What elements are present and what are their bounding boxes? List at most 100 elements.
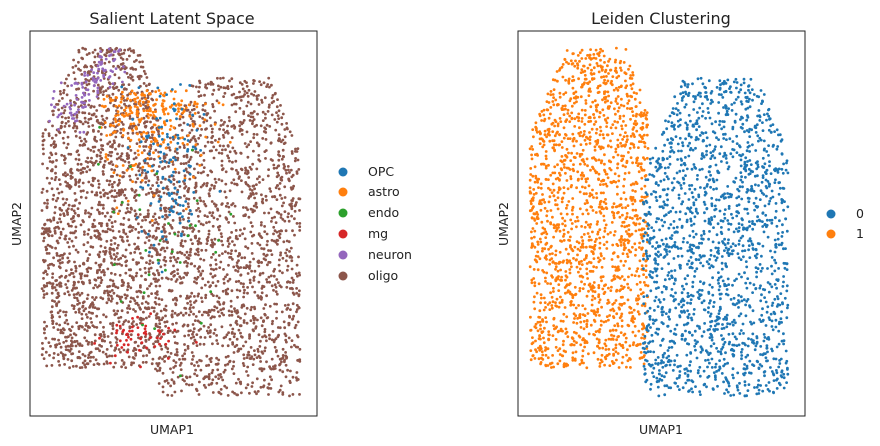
data-point-oligo: [74, 310, 78, 314]
data-point-oligo: [288, 255, 292, 259]
data-point-cluster-1: [552, 96, 555, 99]
data-point-cluster-1: [605, 75, 608, 78]
data-point-oligo: [94, 261, 98, 265]
data-point-cluster-1: [568, 114, 572, 118]
data-point-oligo: [179, 241, 183, 245]
data-point-cluster-1: [589, 285, 592, 289]
data-point-oligo: [248, 334, 252, 338]
data-point-oligo: [265, 339, 268, 343]
data-point-oligo: [260, 291, 264, 295]
data-point-astro: [124, 106, 128, 110]
data-point-oligo: [251, 184, 255, 188]
data-point-oligo: [147, 270, 151, 274]
data-point-astro: [137, 102, 141, 106]
data-point-oligo: [204, 296, 208, 300]
data-point-oligo: [199, 199, 203, 203]
data-point-oligo: [64, 201, 67, 205]
data-point-endo: [164, 268, 167, 272]
data-point-opc: [218, 190, 222, 193]
data-point-oligo: [221, 148, 224, 152]
data-point-oligo: [233, 126, 236, 130]
data-point-oligo: [103, 339, 106, 343]
data-point-oligo: [241, 232, 245, 236]
data-point-oligo: [270, 96, 274, 100]
data-point-endo: [144, 249, 148, 252]
data-point-oligo: [93, 55, 97, 59]
data-point-oligo: [186, 271, 189, 275]
data-point-cluster-1: [635, 92, 638, 95]
data-point-oligo: [284, 351, 287, 354]
data-point-oligo: [268, 337, 271, 341]
data-point-oligo: [52, 352, 56, 355]
data-point-astro: [130, 111, 134, 115]
data-point-oligo: [266, 263, 269, 267]
data-point-oligo: [70, 224, 73, 228]
data-point-oligo: [246, 272, 250, 275]
data-point-oligo: [107, 161, 111, 165]
data-point-oligo: [128, 174, 132, 178]
data-point-oligo: [157, 242, 161, 246]
data-point-oligo: [49, 281, 52, 285]
data-point-oligo: [143, 149, 146, 152]
data-point-cluster-1: [581, 338, 584, 342]
plot-frame-left: [29, 30, 318, 417]
data-point-cluster-1: [538, 320, 542, 324]
data-point-oligo: [58, 363, 61, 367]
data-point-oligo: [189, 248, 193, 252]
data-point-oligo: [211, 391, 215, 394]
data-point-oligo: [75, 296, 79, 300]
data-point-mg: [125, 338, 128, 342]
data-point-oligo: [265, 232, 269, 236]
data-point-cluster-1: [581, 349, 585, 353]
data-point-oligo: [176, 375, 180, 379]
data-point-oligo: [279, 285, 283, 289]
data-point-oligo: [142, 354, 145, 358]
data-point-oligo: [183, 343, 186, 346]
data-point-oligo: [288, 394, 291, 398]
data-point-astro: [146, 157, 150, 160]
data-point-oligo: [231, 160, 234, 164]
data-point-oligo: [146, 96, 150, 100]
data-point-oligo: [265, 280, 269, 284]
data-point-oligo: [70, 208, 74, 211]
data-point-oligo: [135, 193, 139, 197]
data-point-cluster-1: [598, 203, 602, 206]
data-point-oligo: [226, 144, 230, 148]
data-point-cluster-1: [601, 98, 604, 102]
data-point-oligo: [202, 377, 206, 381]
data-point-opc: [177, 136, 180, 140]
data-point-oligo: [71, 220, 75, 224]
data-point-cluster-1: [600, 279, 603, 283]
data-point-oligo: [77, 67, 80, 71]
data-point-oligo: [106, 211, 109, 215]
data-point-cluster-1: [602, 183, 605, 186]
data-point-oligo: [117, 76, 121, 80]
data-point-oligo: [263, 230, 267, 234]
data-point-oligo: [155, 280, 159, 283]
data-point-oligo: [175, 342, 179, 345]
data-point-oligo: [280, 157, 284, 161]
data-point-cluster-1: [552, 286, 555, 290]
data-point-oligo: [249, 102, 253, 106]
data-point-oligo: [132, 349, 135, 353]
data-point-cluster-1: [642, 281, 646, 284]
data-point-oligo: [253, 187, 256, 191]
data-point-cluster-1: [560, 298, 564, 302]
data-point-neuron: [113, 50, 117, 53]
data-point-opc: [159, 160, 163, 164]
data-point-oligo: [77, 185, 81, 188]
data-point-oligo: [222, 313, 226, 317]
data-point-oligo: [120, 295, 124, 299]
data-point-neuron: [121, 80, 124, 84]
data-point-endo: [186, 234, 190, 238]
data-point-oligo: [207, 326, 211, 329]
data-point-oligo: [291, 197, 295, 200]
data-point-astro: [157, 89, 161, 92]
data-point-oligo: [290, 207, 294, 211]
data-point-oligo: [112, 65, 115, 68]
data-point-oligo: [66, 142, 70, 146]
data-point-oligo: [290, 339, 294, 342]
data-point-oligo: [59, 213, 62, 217]
data-point-oligo: [280, 175, 284, 179]
data-point-cluster-1: [532, 193, 536, 196]
